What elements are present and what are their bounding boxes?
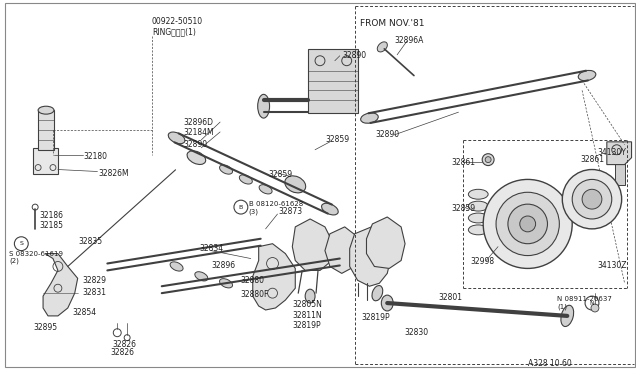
Ellipse shape — [239, 175, 252, 184]
Text: 32859: 32859 — [269, 170, 292, 179]
Ellipse shape — [195, 272, 208, 281]
Text: 32859: 32859 — [325, 135, 349, 144]
Circle shape — [591, 304, 599, 312]
Text: 32819P: 32819P — [362, 313, 390, 322]
Text: 32819P: 32819P — [292, 321, 321, 330]
Ellipse shape — [220, 165, 232, 174]
Circle shape — [14, 237, 28, 251]
Bar — [615, 161, 625, 185]
Text: 32801: 32801 — [438, 293, 463, 302]
Circle shape — [234, 200, 248, 214]
Circle shape — [572, 179, 612, 219]
Text: 32186: 32186 — [39, 211, 63, 220]
Polygon shape — [292, 219, 332, 270]
Circle shape — [482, 154, 494, 166]
Polygon shape — [43, 254, 77, 316]
Text: FROM NOV.'81: FROM NOV.'81 — [360, 19, 424, 28]
Text: 32826M: 32826M — [99, 169, 129, 177]
Text: N 08911-20637
(1): N 08911-20637 (1) — [557, 296, 612, 310]
Text: B 08120-61628
(3): B 08120-61628 (3) — [249, 201, 303, 215]
Text: A328 10 60: A328 10 60 — [528, 359, 572, 368]
Polygon shape — [367, 217, 405, 269]
Text: 32180: 32180 — [84, 152, 108, 161]
Ellipse shape — [285, 176, 306, 193]
Ellipse shape — [381, 295, 393, 311]
Ellipse shape — [468, 213, 488, 223]
Text: 32826: 32826 — [110, 347, 134, 356]
Text: 32811N: 32811N — [292, 311, 322, 320]
Text: 32834: 32834 — [199, 244, 223, 253]
Text: 32890: 32890 — [376, 130, 399, 139]
Text: 32895: 32895 — [33, 323, 58, 332]
Ellipse shape — [259, 185, 272, 194]
Ellipse shape — [258, 94, 269, 118]
Circle shape — [496, 192, 559, 256]
Bar — [308, 49, 358, 113]
Ellipse shape — [372, 286, 383, 301]
Ellipse shape — [220, 279, 232, 288]
Text: 32896A: 32896A — [394, 36, 424, 45]
Text: 32835: 32835 — [79, 237, 103, 246]
Text: 32880: 32880 — [241, 276, 265, 285]
Circle shape — [483, 179, 572, 269]
Ellipse shape — [170, 262, 183, 271]
Ellipse shape — [361, 113, 378, 123]
Circle shape — [585, 296, 599, 310]
Text: 32890: 32890 — [343, 51, 367, 60]
Text: 00922-50510: 00922-50510 — [152, 17, 203, 26]
Ellipse shape — [561, 305, 573, 327]
Circle shape — [485, 157, 491, 163]
Text: B: B — [239, 205, 243, 209]
Text: 32185: 32185 — [39, 221, 63, 230]
Text: 32873: 32873 — [278, 207, 303, 216]
Text: S 08320-61619
(2): S 08320-61619 (2) — [10, 251, 63, 264]
Text: 32829: 32829 — [83, 276, 107, 285]
Text: 32890: 32890 — [184, 140, 207, 149]
Text: 32861: 32861 — [580, 155, 604, 164]
Ellipse shape — [468, 201, 488, 211]
Circle shape — [563, 170, 621, 229]
Text: RINGリング(1): RINGリング(1) — [152, 27, 196, 36]
Text: 32896: 32896 — [211, 260, 236, 270]
Text: 32896D: 32896D — [184, 118, 214, 127]
Polygon shape — [349, 227, 391, 286]
Ellipse shape — [305, 289, 315, 303]
Ellipse shape — [168, 132, 185, 144]
Text: 32831: 32831 — [83, 288, 107, 297]
Text: 32998: 32998 — [470, 257, 495, 266]
Text: 34130Z: 34130Z — [597, 260, 627, 270]
Polygon shape — [33, 148, 58, 174]
Text: 32861: 32861 — [452, 158, 476, 167]
Text: 34130Y: 34130Y — [597, 148, 626, 157]
Circle shape — [520, 216, 536, 232]
Circle shape — [582, 189, 602, 209]
Polygon shape — [325, 227, 360, 273]
Text: 32826: 32826 — [112, 340, 136, 349]
Text: 32854: 32854 — [73, 308, 97, 317]
Text: 32805N: 32805N — [292, 300, 322, 309]
Ellipse shape — [468, 189, 488, 199]
Text: 32830: 32830 — [404, 328, 428, 337]
Polygon shape — [253, 244, 295, 310]
Text: S: S — [19, 241, 23, 246]
Ellipse shape — [321, 203, 338, 215]
Circle shape — [508, 204, 547, 244]
Text: 32880F: 32880F — [241, 290, 269, 299]
Ellipse shape — [579, 70, 596, 81]
Ellipse shape — [468, 225, 488, 235]
Ellipse shape — [377, 42, 387, 52]
Ellipse shape — [38, 106, 54, 114]
Text: 32859: 32859 — [452, 204, 476, 213]
Polygon shape — [607, 142, 632, 164]
Text: N: N — [589, 301, 595, 305]
Text: 32184M: 32184M — [184, 128, 214, 137]
Bar — [38, 110, 54, 150]
Ellipse shape — [187, 151, 205, 164]
